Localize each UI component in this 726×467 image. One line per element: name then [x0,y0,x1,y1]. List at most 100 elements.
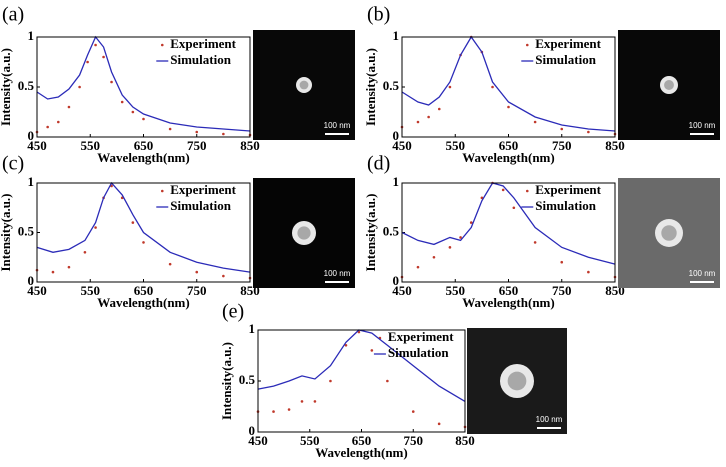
x-tick-label: 750 [552,283,572,298]
data-point [533,241,537,244]
data-point [78,85,81,89]
x-tick-label: 850 [605,138,625,153]
y-axis-label: Intensity(a.u.) [0,193,13,271]
data-point [469,221,473,224]
particle-core [297,226,311,240]
data-point [46,125,49,129]
legend-marker [525,43,529,47]
series-line [401,182,616,265]
y-tick-label: 0.5 [383,78,400,93]
x-tick-label: 550 [81,138,101,153]
series-line [36,35,251,132]
data-point [168,127,172,131]
data-point [501,188,505,192]
y-tick-label: 0 [28,273,35,288]
data-point [300,400,304,403]
particle-core [661,225,677,241]
data-point [272,410,275,413]
legend-label: Experiment [535,182,601,197]
x-axis-label: Wavelength(nm) [462,150,554,165]
data-point [411,410,415,413]
y-tick-label: 0.5 [383,223,400,238]
data-point [437,422,441,426]
legend-label: Simulation [535,198,596,213]
x-tick-label: 750 [552,138,572,153]
data-point [491,85,494,89]
x-tick-label: 650 [134,138,154,153]
y-axis-label: Intensity(a.u.) [0,48,13,126]
legend-label: Experiment [170,36,236,51]
x-tick-label: 450 [392,283,412,298]
y-tick-label: 0 [393,128,400,143]
data-point [448,246,452,249]
panel-label: (d) [367,153,390,175]
legend-label: Experiment [535,36,601,51]
x-tick-label: 750 [404,433,424,448]
panel-label: (e) [222,301,244,323]
y-tick-label: 0 [393,273,400,288]
legend-label: Experiment [170,182,236,197]
data-point [86,60,89,64]
x-tick-label: 650 [499,138,519,153]
series-line [401,35,616,132]
data-point [67,105,71,109]
y-tick-label: 0.5 [18,78,35,93]
x-tick-label: 850 [240,138,260,153]
data-point [94,43,97,47]
data-point [416,265,420,269]
x-tick-label: 650 [352,433,372,448]
x-tick-label: 550 [446,138,466,153]
data-point [437,107,441,111]
x-tick-label: 450 [27,283,47,298]
data-point [131,221,135,224]
series-line [36,181,251,273]
x-tick-label: 550 [300,433,320,448]
plot-frame [401,182,616,283]
y-tick-label: 1 [393,174,400,189]
legend-label: Simulation [535,52,596,67]
data-point [313,400,317,403]
scale-label: 100 nm [324,121,351,130]
data-point [560,127,564,131]
data-point [386,379,389,383]
data-point [416,120,420,124]
data-point [448,85,452,89]
plot-frame [36,36,251,138]
data-point [142,117,145,121]
scale-label: 100 nm [324,269,351,278]
x-tick-label: 450 [27,138,47,153]
plot-frame [401,36,616,138]
data-point [131,110,135,114]
x-tick-label: 750 [187,138,207,153]
x-axis-label: Wavelength(nm) [462,295,554,310]
data-point [102,55,105,59]
data-point [222,274,225,278]
legend-label: Simulation [170,52,231,67]
data-point [83,251,87,254]
panel-label: (b) [367,4,390,26]
data-point [57,120,60,124]
y-tick-label: 1 [249,321,256,336]
y-axis-label: Intensity(a.u.) [219,342,234,420]
data-point [344,344,348,347]
x-tick-label: 450 [392,138,412,153]
scale-label: 100 nm [536,415,563,424]
panel-label: (a) [2,4,24,26]
particle-core [299,80,309,90]
legend-marker [160,43,164,47]
data-point [370,349,374,352]
data-point [168,262,172,266]
y-tick-label: 0.5 [239,372,256,387]
legend-label: Simulation [170,198,231,213]
legend-label: Experiment [388,329,454,344]
legend-marker [160,189,164,193]
data-point [560,260,564,264]
data-point [120,100,124,104]
particle-core [664,80,674,90]
panel-label: (c) [2,153,24,175]
y-tick-label: 1 [28,174,35,189]
y-tick-label: 0 [249,423,256,438]
data-point [222,132,225,136]
data-point [512,206,516,210]
